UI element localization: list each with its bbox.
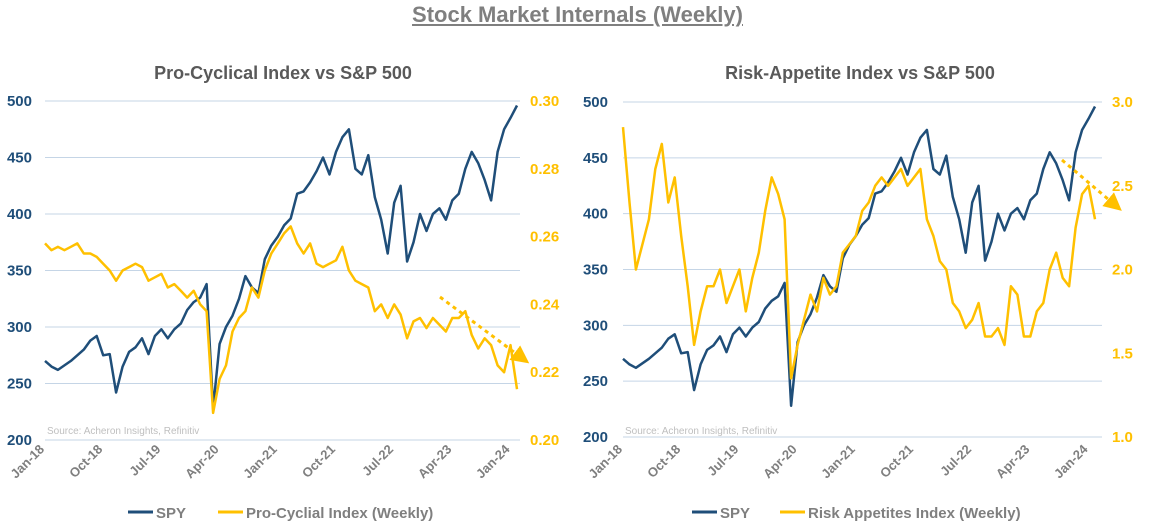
- left-axis-tick: 350: [583, 262, 608, 279]
- chart-2: Risk-Appetite Index vs S&P 500 200 250 300 3…: [583, 63, 1133, 522]
- x-axis-tick: Jul-19: [704, 442, 741, 479]
- trend-arrow: [1061, 158, 1122, 211]
- left-axis-tick: 200: [583, 429, 608, 446]
- x-axis-tick: Jul-22: [937, 442, 974, 479]
- right-axis-tick: 1.0: [1112, 429, 1133, 446]
- chart-title: Risk-Appetite Index vs S&P 500: [725, 63, 995, 83]
- left-axis-tick: 400: [7, 206, 32, 223]
- trend-arrow: [439, 295, 530, 364]
- right-axis-tick: 0.26: [530, 229, 559, 246]
- spy-line: [44, 104, 519, 410]
- x-axis-tick: Jul-22: [359, 442, 396, 479]
- left-axis-tick: 300: [7, 319, 32, 336]
- left-axis-tick: 300: [583, 317, 608, 334]
- spy-line: [622, 105, 1097, 407]
- x-axis-tick: Oct-18: [644, 442, 683, 481]
- source-note: Source: Acheron Insights, Refinitiv: [47, 426, 199, 437]
- index-line: [621, 126, 1097, 380]
- x-axis-tick: Jan-18: [585, 442, 625, 482]
- x-axis-tick: Oct-21: [877, 442, 916, 481]
- x-axis-tick: Apr-23: [993, 442, 1033, 482]
- legend-label: SPY: [156, 505, 186, 522]
- right-axis-tick: 2.5: [1112, 178, 1133, 195]
- x-axis-tick: Oct-21: [299, 442, 338, 481]
- right-axis-tick: 1.5: [1112, 345, 1133, 362]
- x-axis-tick: Apr-20: [760, 442, 800, 482]
- left-axis-tick: 250: [583, 373, 608, 390]
- x-axis-tick: Oct-18: [66, 442, 105, 481]
- left-axis-tick: 350: [7, 263, 32, 280]
- right-axis-tick: 3.0: [1112, 94, 1133, 111]
- legend-label: Pro-Cyclial Index (Weekly): [246, 505, 433, 522]
- right-axis-tick: 0.24: [530, 296, 560, 313]
- left-axis-tick: 500: [583, 94, 608, 111]
- index-line: [44, 225, 519, 415]
- right-axis-tick: 2.0: [1112, 262, 1133, 279]
- left-axis-tick: 450: [7, 150, 32, 167]
- x-axis-tick: Jan-21: [818, 442, 858, 482]
- x-axis-tick: Apr-23: [415, 442, 455, 482]
- left-axis-tick: 200: [7, 432, 32, 449]
- right-axis-tick: 0.20: [530, 432, 559, 449]
- left-axis-tick: 250: [7, 376, 32, 393]
- left-axis-tick: 450: [583, 150, 608, 167]
- x-axis-tick: Jul-19: [126, 442, 163, 479]
- legend-label: SPY: [720, 505, 750, 522]
- chart-title: Pro-Cyclical Index vs S&P 500: [154, 63, 412, 83]
- left-axis-tick: 400: [583, 206, 608, 223]
- chart-1: Pro-Cyclical Index vs S&P 500 200 250 300 35…: [7, 63, 560, 522]
- x-axis-tick: Jan-24: [1051, 441, 1091, 481]
- legend-label: Risk Appetites Index (Weekly): [808, 505, 1021, 522]
- x-axis-tick: Apr-20: [182, 442, 222, 482]
- x-axis-tick: Jan-21: [240, 442, 280, 482]
- main-title: Stock Market Internals (Weekly): [412, 2, 743, 27]
- left-axis-tick: 500: [7, 93, 32, 110]
- right-axis-tick: 0.28: [530, 161, 559, 178]
- source-note: Source: Acheron Insights, Refinitiv: [625, 426, 777, 437]
- x-axis-tick: Jan-24: [473, 441, 513, 481]
- right-axis-tick: 0.22: [530, 364, 559, 381]
- right-axis-tick: 0.30: [530, 93, 559, 110]
